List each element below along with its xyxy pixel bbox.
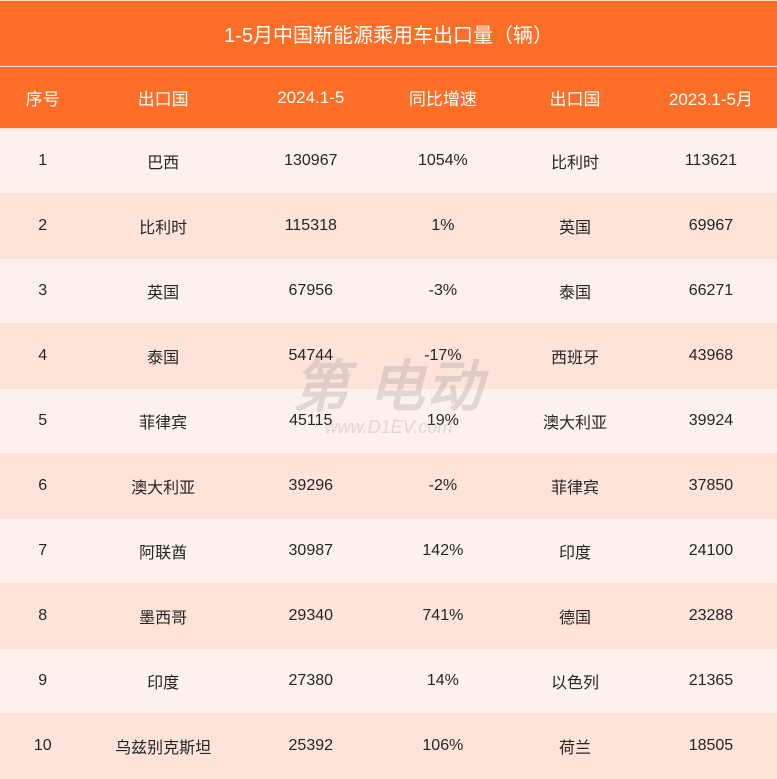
export-table: 序号 出口国 2024.1-5 同比增速 出口国 2023.1-5月 1巴西13… [0,67,777,779]
table-cell: 29340 [241,584,381,649]
table-cell: 澳大利亚 [85,454,240,519]
table-cell: 142% [381,519,505,584]
table-cell: 泰国 [85,324,240,389]
table-cell: 23288 [645,584,777,649]
table-cell: 43968 [645,324,777,389]
table-row: 3英国67956-3%泰国66271 [0,259,777,324]
table-cell: 6 [0,454,85,519]
table-cell: 10 [0,714,85,779]
table-cell: 乌兹别克斯坦 [85,714,240,779]
table-cell: 45115 [241,389,381,454]
table-cell: 113621 [645,129,777,194]
table-cell: 39924 [645,389,777,454]
table-row: 4泰国54744-17%西班牙43968 [0,324,777,389]
table-cell: 阿联酋 [85,519,240,584]
table-cell: 30987 [241,519,381,584]
table-cell: 3 [0,259,85,324]
table-cell: 1 [0,129,85,194]
table-cell: 39296 [241,454,381,519]
table-cell: 130967 [241,129,381,194]
table-cell: -3% [381,259,505,324]
table-cell: 比利时 [505,129,645,194]
col-country-23: 出口国 [505,67,645,129]
table-cell: 墨西哥 [85,584,240,649]
table-row: 9印度2738014%以色列21365 [0,649,777,714]
table-row: 10乌兹别克斯坦25392106%荷兰18505 [0,714,777,779]
table-row: 1巴西1309671054%比利时113621 [0,129,777,194]
table-cell: 741% [381,584,505,649]
table-row: 8墨西哥29340741%德国23288 [0,584,777,649]
table-cell: 以色列 [505,649,645,714]
table-cell: 8 [0,584,85,649]
export-table-container: 1-5月中国新能源乘用车出口量（辆） 序号 出口国 2024.1-5 同比增速 … [0,0,777,779]
table-body: 1巴西1309671054%比利时1136212比利时1153181%英国699… [0,129,777,779]
table-cell: 德国 [505,584,645,649]
table-cell: 24100 [645,519,777,584]
table-cell: 菲律宾 [85,389,240,454]
table-cell: 5 [0,389,85,454]
table-cell: 69967 [645,194,777,259]
table-cell: 英国 [85,259,240,324]
table-cell: -17% [381,324,505,389]
table-row: 2比利时1153181%英国69967 [0,194,777,259]
table-cell: 澳大利亚 [505,389,645,454]
table-cell: 4 [0,324,85,389]
table-cell: 37850 [645,454,777,519]
table-cell: 2 [0,194,85,259]
table-cell: 21365 [645,649,777,714]
table-cell: 巴西 [85,129,240,194]
col-country-24: 出口国 [85,67,240,129]
table-cell: 66271 [645,259,777,324]
table-row: 7阿联酋30987142%印度24100 [0,519,777,584]
col-value-24: 2024.1-5 [241,67,381,129]
table-cell: 25392 [241,714,381,779]
table-cell: 西班牙 [505,324,645,389]
table-cell: 19% [381,389,505,454]
col-rank: 序号 [0,67,85,129]
table-cell: 印度 [505,519,645,584]
table-cell: 9 [0,649,85,714]
table-cell: 1% [381,194,505,259]
table-cell: 比利时 [85,194,240,259]
table-cell: 英国 [505,194,645,259]
col-value-23: 2023.1-5月 [645,67,777,129]
table-cell: 印度 [85,649,240,714]
table-cell: 18505 [645,714,777,779]
table-title: 1-5月中国新能源乘用车出口量（辆） [0,0,777,67]
table-cell: 67956 [241,259,381,324]
table-cell: 106% [381,714,505,779]
table-cell: 荷兰 [505,714,645,779]
table-cell: 7 [0,519,85,584]
table-cell: 115318 [241,194,381,259]
table-cell: 菲律宾 [505,454,645,519]
table-cell: -2% [381,454,505,519]
table-row: 5菲律宾4511519%澳大利亚39924 [0,389,777,454]
header-row: 序号 出口国 2024.1-5 同比增速 出口国 2023.1-5月 [0,67,777,129]
table-cell: 泰国 [505,259,645,324]
table-cell: 27380 [241,649,381,714]
col-growth: 同比增速 [381,67,505,129]
table-row: 6澳大利亚39296-2%菲律宾37850 [0,454,777,519]
table-cell: 1054% [381,129,505,194]
table-cell: 14% [381,649,505,714]
table-cell: 54744 [241,324,381,389]
